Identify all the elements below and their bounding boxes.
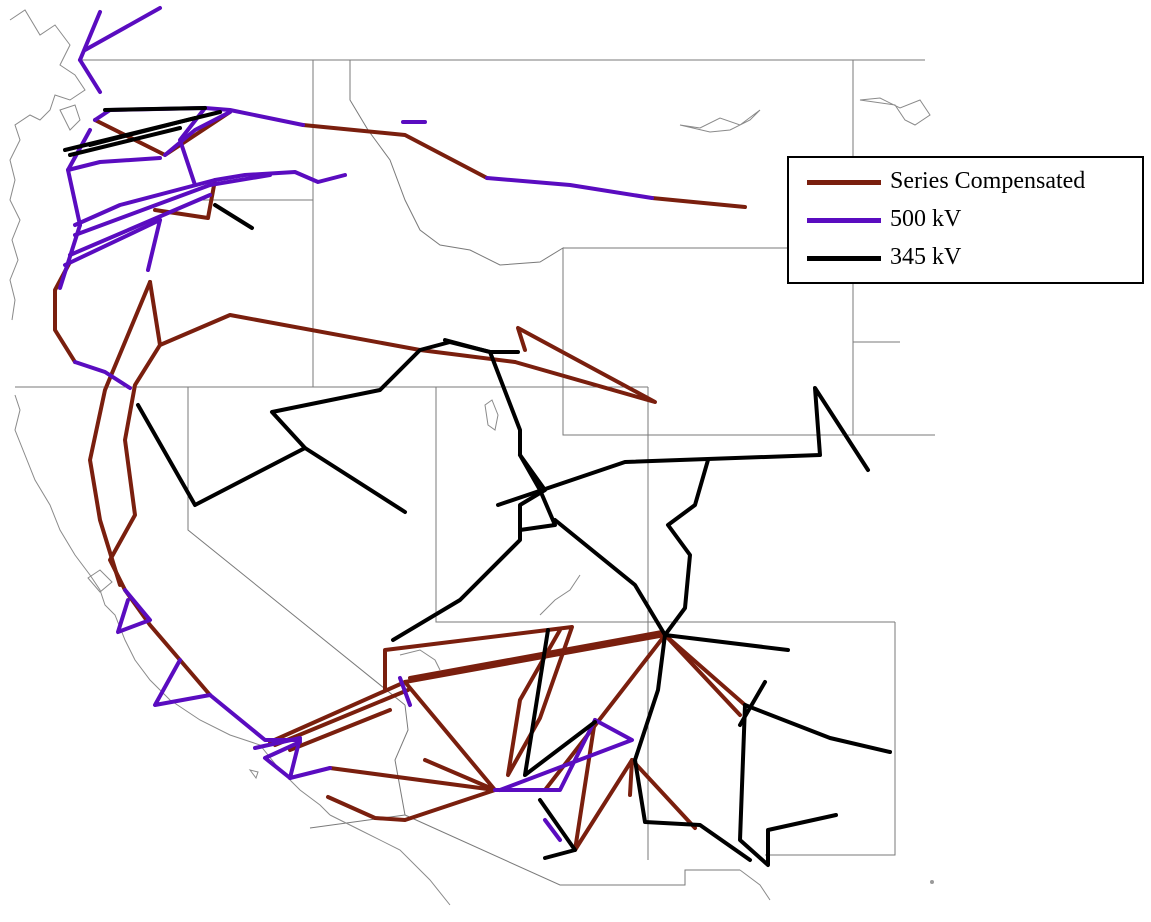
kv345-line — [523, 628, 597, 777]
kv500-line — [153, 658, 212, 707]
kv500-line — [398, 676, 412, 707]
kv345-line — [738, 703, 838, 867]
kv500-line — [73, 170, 347, 227]
kv345-line — [391, 453, 547, 642]
kv500-line — [73, 360, 132, 390]
series-line — [301, 123, 489, 180]
kv500-line — [116, 588, 152, 634]
series-line — [403, 680, 497, 792]
kv345-line — [663, 633, 790, 652]
series-line — [88, 280, 152, 587]
kv500-swatch — [807, 218, 881, 223]
kv500-line — [73, 173, 272, 237]
legend-label: Series Compensated — [890, 168, 1086, 194]
series-line — [513, 326, 657, 404]
kv345-line — [443, 338, 520, 354]
kv345-line — [633, 758, 752, 862]
series-line — [326, 766, 497, 822]
kv500-line — [288, 766, 332, 780]
stray-dot — [930, 880, 934, 884]
series-line — [273, 688, 410, 747]
kv500-line — [68, 193, 212, 257]
series-line — [108, 280, 212, 697]
kv500-line — [543, 818, 562, 842]
kv345-line — [553, 458, 710, 637]
series-line — [403, 633, 667, 684]
kv500-line — [146, 218, 162, 272]
kv500-line — [66, 156, 162, 172]
kv500-line — [58, 223, 82, 290]
series-line — [383, 625, 574, 777]
series-line — [158, 313, 517, 364]
kv500-line — [485, 176, 654, 200]
kv345-lines — [63, 106, 892, 867]
coastline — [9, 9, 931, 906]
kv500-line — [253, 736, 302, 780]
series-compensated-lines — [53, 110, 747, 852]
series-line — [573, 718, 697, 852]
kv345-line — [538, 798, 577, 860]
series-line — [288, 708, 392, 752]
series-line — [663, 633, 742, 717]
kv500-line — [83, 6, 162, 52]
series-line — [408, 630, 664, 680]
kv500-line — [163, 110, 232, 157]
kv345-line — [213, 203, 254, 230]
legend: Series Compensated 500 kV 345 kV — [787, 156, 1144, 284]
kv345-line — [88, 116, 197, 147]
legend-label: 345 kV — [890, 244, 962, 270]
kv345-line — [496, 386, 870, 507]
kv500-line — [78, 10, 102, 62]
kv500-line — [78, 58, 102, 94]
kv500-line — [63, 218, 162, 267]
kv345-line — [68, 126, 182, 157]
series-compensated-swatch — [807, 180, 881, 185]
kv345-line — [743, 703, 892, 754]
kv345-swatch — [807, 256, 881, 261]
series-line — [650, 196, 747, 209]
series-line — [268, 680, 407, 744]
kv345-line — [103, 106, 207, 112]
legend-label: 500 kV — [890, 206, 962, 232]
kv345-line — [136, 403, 407, 514]
series-line — [628, 758, 634, 797]
kv345-line — [633, 633, 667, 762]
